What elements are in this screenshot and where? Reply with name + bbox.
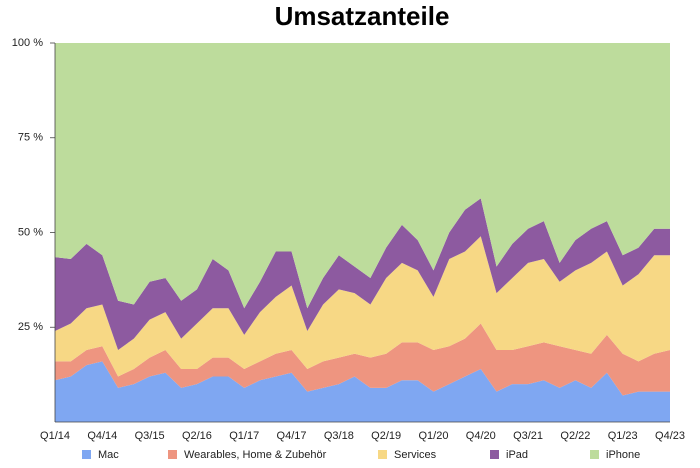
x-tick-label: Q2/16 [182,430,212,442]
x-tick-label: Q4/14 [87,430,117,442]
x-tick-label: Q2/22 [560,430,590,442]
legend-swatch [378,450,387,459]
y-tick-label: 75 % [18,132,43,144]
x-tick-label: Q3/15 [135,430,165,442]
legend-label: iPad [506,449,528,461]
y-tick-label: 100 % [12,37,43,49]
legend-label: Services [394,449,437,461]
area [55,236,670,377]
y-tick-label: 25 % [18,321,43,333]
legend-swatch [490,450,499,459]
x-tick-label: Q3/18 [324,430,354,442]
x-tick-label: Q2/19 [371,430,401,442]
x-tick-label: Q4/23 [655,430,685,442]
x-tick-label: Q1/23 [608,430,638,442]
area [55,323,670,396]
x-tick-label: Q1/17 [229,430,259,442]
area [55,361,670,422]
legend-swatch [168,450,177,459]
legend-swatch [590,450,599,459]
x-tick-label: Q4/20 [466,430,496,442]
area [55,43,670,309]
legend-swatch [82,450,91,459]
x-tick-label: Q3/21 [513,430,543,442]
chart-title: Umsatzanteile [275,1,450,31]
legend-label: Mac [98,449,119,461]
y-tick-label: 50 % [18,226,43,238]
x-tick-label: Q1/14 [40,430,70,442]
area [55,198,670,350]
legend-label: iPhone [606,449,640,461]
x-tick-label: Q4/17 [277,430,307,442]
legend-label: Wearables, Home & Zubehör [184,449,327,461]
x-tick-label: Q1/20 [418,430,448,442]
